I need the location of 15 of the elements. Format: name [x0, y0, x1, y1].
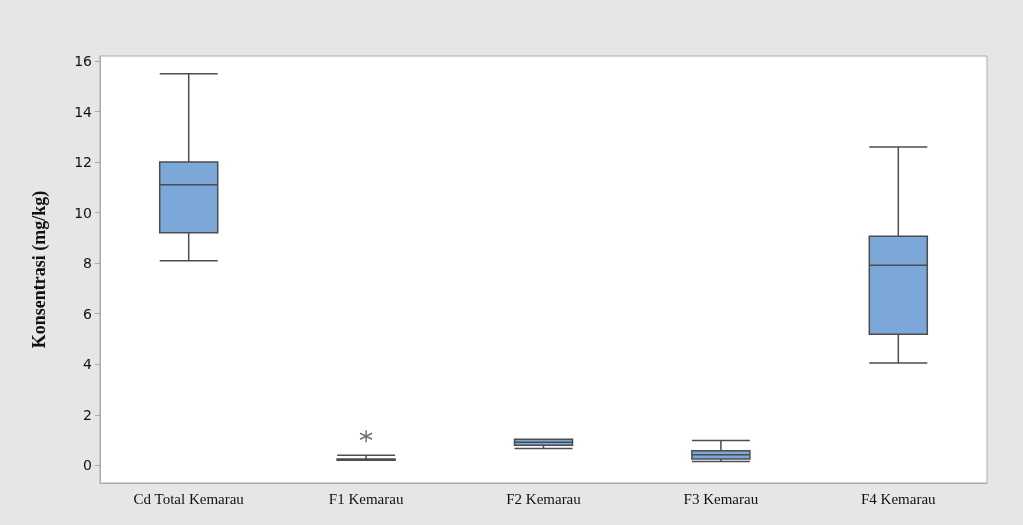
y-tick-label: 6 [83, 305, 93, 322]
y-tick-label: 8 [83, 255, 92, 272]
y-tick-label: 12 [74, 154, 92, 171]
x-tick-label: Cd Total Kemarau [133, 490, 245, 507]
y-tick-label: 14 [74, 103, 93, 120]
y-tick-label: 2 [83, 406, 92, 423]
y-tick-label: 4 [83, 356, 93, 373]
y-tick-label: 16 [74, 53, 93, 70]
y-tick-label: 0 [83, 457, 92, 474]
y-axis-title: Konsentrasi (mg/kg) [29, 190, 50, 349]
x-tick-label: F2 Kemarau [506, 490, 582, 507]
y-tick-label: 10 [74, 204, 92, 221]
x-tick-label: F3 Kemarau [683, 490, 759, 507]
x-tick-label: F4 Kemarau [861, 490, 937, 507]
x-tick-label: F1 Kemarau [328, 490, 404, 507]
